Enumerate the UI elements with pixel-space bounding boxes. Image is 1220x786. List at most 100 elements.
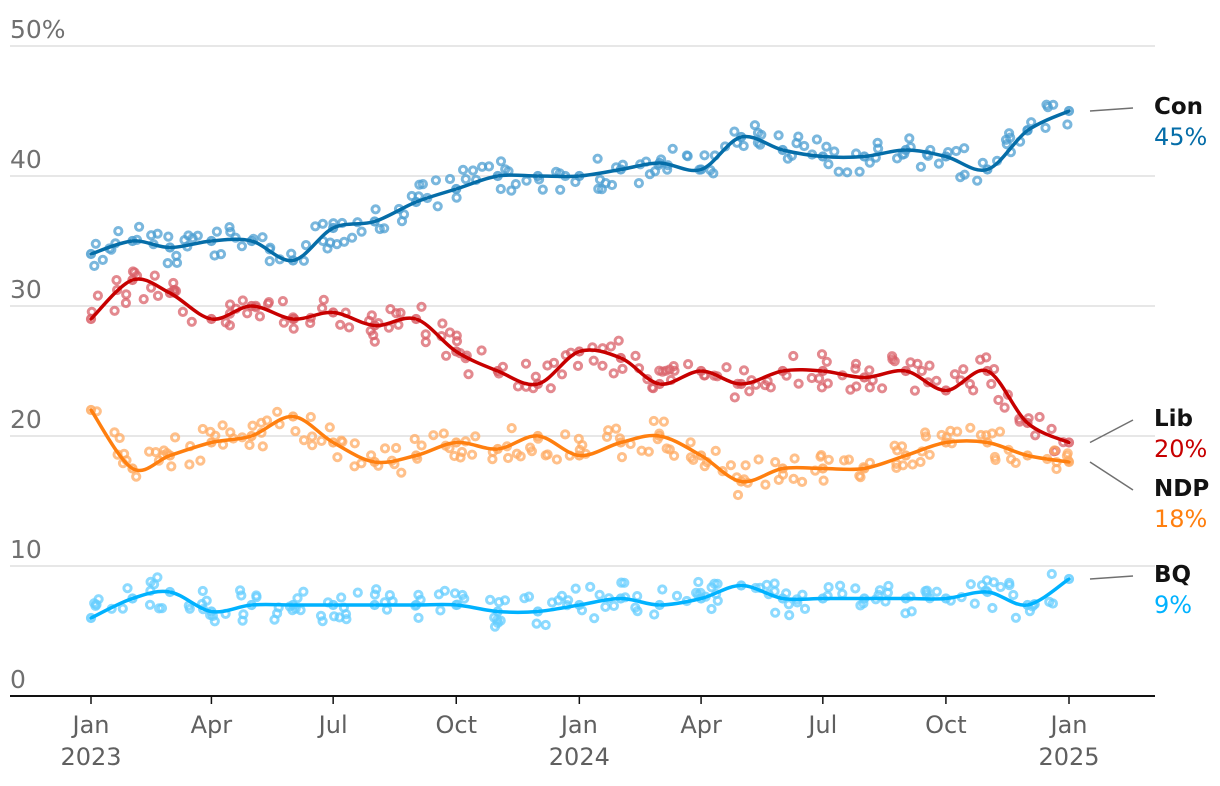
poll-dot <box>783 599 794 610</box>
poll-dot <box>1008 589 1019 601</box>
poll-dot <box>977 157 988 168</box>
poll-dot <box>235 585 246 596</box>
poll-dot <box>799 603 811 615</box>
poll-dot <box>601 431 613 442</box>
poll-dot <box>864 365 875 376</box>
y-tick-label: 50% <box>10 15 66 44</box>
poll-dot <box>129 267 140 278</box>
poll-dot <box>531 618 542 629</box>
poll-dot <box>548 357 560 368</box>
poll-dot <box>467 449 478 460</box>
poll-dot <box>773 130 784 141</box>
poll-dot <box>669 450 680 461</box>
poll-dot <box>990 454 1001 466</box>
poll-dot <box>224 320 235 331</box>
poll-dot <box>842 167 853 178</box>
x-tick-label: Jul <box>806 711 837 739</box>
poll-dot <box>1049 445 1060 456</box>
poll-dot <box>821 356 832 367</box>
poll-dot <box>298 435 310 446</box>
poll-dot <box>789 453 800 464</box>
poll-dot <box>237 295 248 306</box>
poll-dot <box>395 307 406 318</box>
series-con <box>89 109 1071 263</box>
poll-dot <box>300 240 312 251</box>
poll-dot <box>329 611 340 622</box>
series-label: Lib <box>1154 406 1193 432</box>
poll-dot <box>438 428 449 439</box>
poll-dot <box>725 460 737 471</box>
poll-dot <box>236 590 247 601</box>
poll-dot <box>144 446 155 457</box>
poll-dot <box>685 437 696 448</box>
poll-dot <box>90 238 101 249</box>
poll-dot <box>873 143 884 154</box>
poll-dot <box>416 440 427 451</box>
poll-dot <box>630 350 641 361</box>
poll-dot <box>117 603 128 614</box>
poll-dot <box>396 467 407 478</box>
poll-dot <box>433 589 444 600</box>
poll-dot <box>278 317 289 328</box>
poll-dot <box>497 361 508 372</box>
poll-dot <box>668 361 679 372</box>
poll-dot <box>987 428 998 439</box>
poll-dot <box>349 461 360 472</box>
poll-dot <box>729 392 740 403</box>
poll-dot <box>523 591 535 602</box>
poll-dot <box>225 226 236 238</box>
poll-dot <box>444 173 456 185</box>
poll-dot <box>1061 450 1073 461</box>
poll-dot <box>989 364 1000 375</box>
poll-dot <box>154 603 165 614</box>
poll-dot <box>592 153 603 164</box>
poll-dot <box>613 335 624 346</box>
poll-dot <box>760 479 771 490</box>
poll-dot <box>854 166 865 177</box>
poll-dot <box>551 454 563 465</box>
poll-dot <box>307 440 318 451</box>
poll-dot <box>477 161 488 172</box>
poll-dot <box>451 330 462 341</box>
poll-dot <box>793 378 804 389</box>
poll-dot <box>770 607 781 618</box>
poll-dot <box>574 444 585 455</box>
poll-dot <box>521 175 532 186</box>
poll-dot <box>290 426 301 437</box>
poll-dot <box>709 578 720 589</box>
poll-dot <box>616 452 628 463</box>
poll-dot <box>892 153 903 164</box>
poll-dot <box>897 460 909 471</box>
trend-line <box>89 577 1071 620</box>
poll-dot <box>585 581 596 593</box>
poll-dot <box>520 358 532 369</box>
poll-dot <box>298 586 309 597</box>
poll-dot <box>811 134 823 145</box>
poll-dot <box>1040 122 1051 134</box>
end-labels: Con 45% Lib 20% NDP 18% BQ 9% <box>1089 94 1209 619</box>
poll-dot <box>835 580 846 591</box>
poll-dot <box>292 593 303 604</box>
y-tick-label: 20 <box>10 405 42 434</box>
trend-line <box>89 277 1071 445</box>
poll-dot <box>877 383 888 394</box>
poll-dot <box>850 363 861 374</box>
poll-dot <box>184 459 195 470</box>
poll-dot <box>738 140 749 152</box>
poll-dot <box>512 381 524 392</box>
poll-dot <box>600 601 611 613</box>
poll-dot <box>286 248 297 259</box>
poll-dot <box>837 588 848 600</box>
poll-dot <box>485 594 496 606</box>
poll-dot <box>138 294 149 305</box>
poll-dot <box>310 221 321 232</box>
poll-dot <box>619 577 630 588</box>
poll-dot <box>317 303 328 314</box>
x-axis: Jan 2023 Apr Jul Oct Jan 2024 Apr Jul Oct Jan 2025 <box>60 696 1100 771</box>
poll-dot <box>495 156 507 167</box>
series-value-label: 45% <box>1154 123 1207 151</box>
poll-dot <box>371 584 382 595</box>
poll-dot <box>336 592 347 603</box>
poll-dot <box>864 157 875 168</box>
